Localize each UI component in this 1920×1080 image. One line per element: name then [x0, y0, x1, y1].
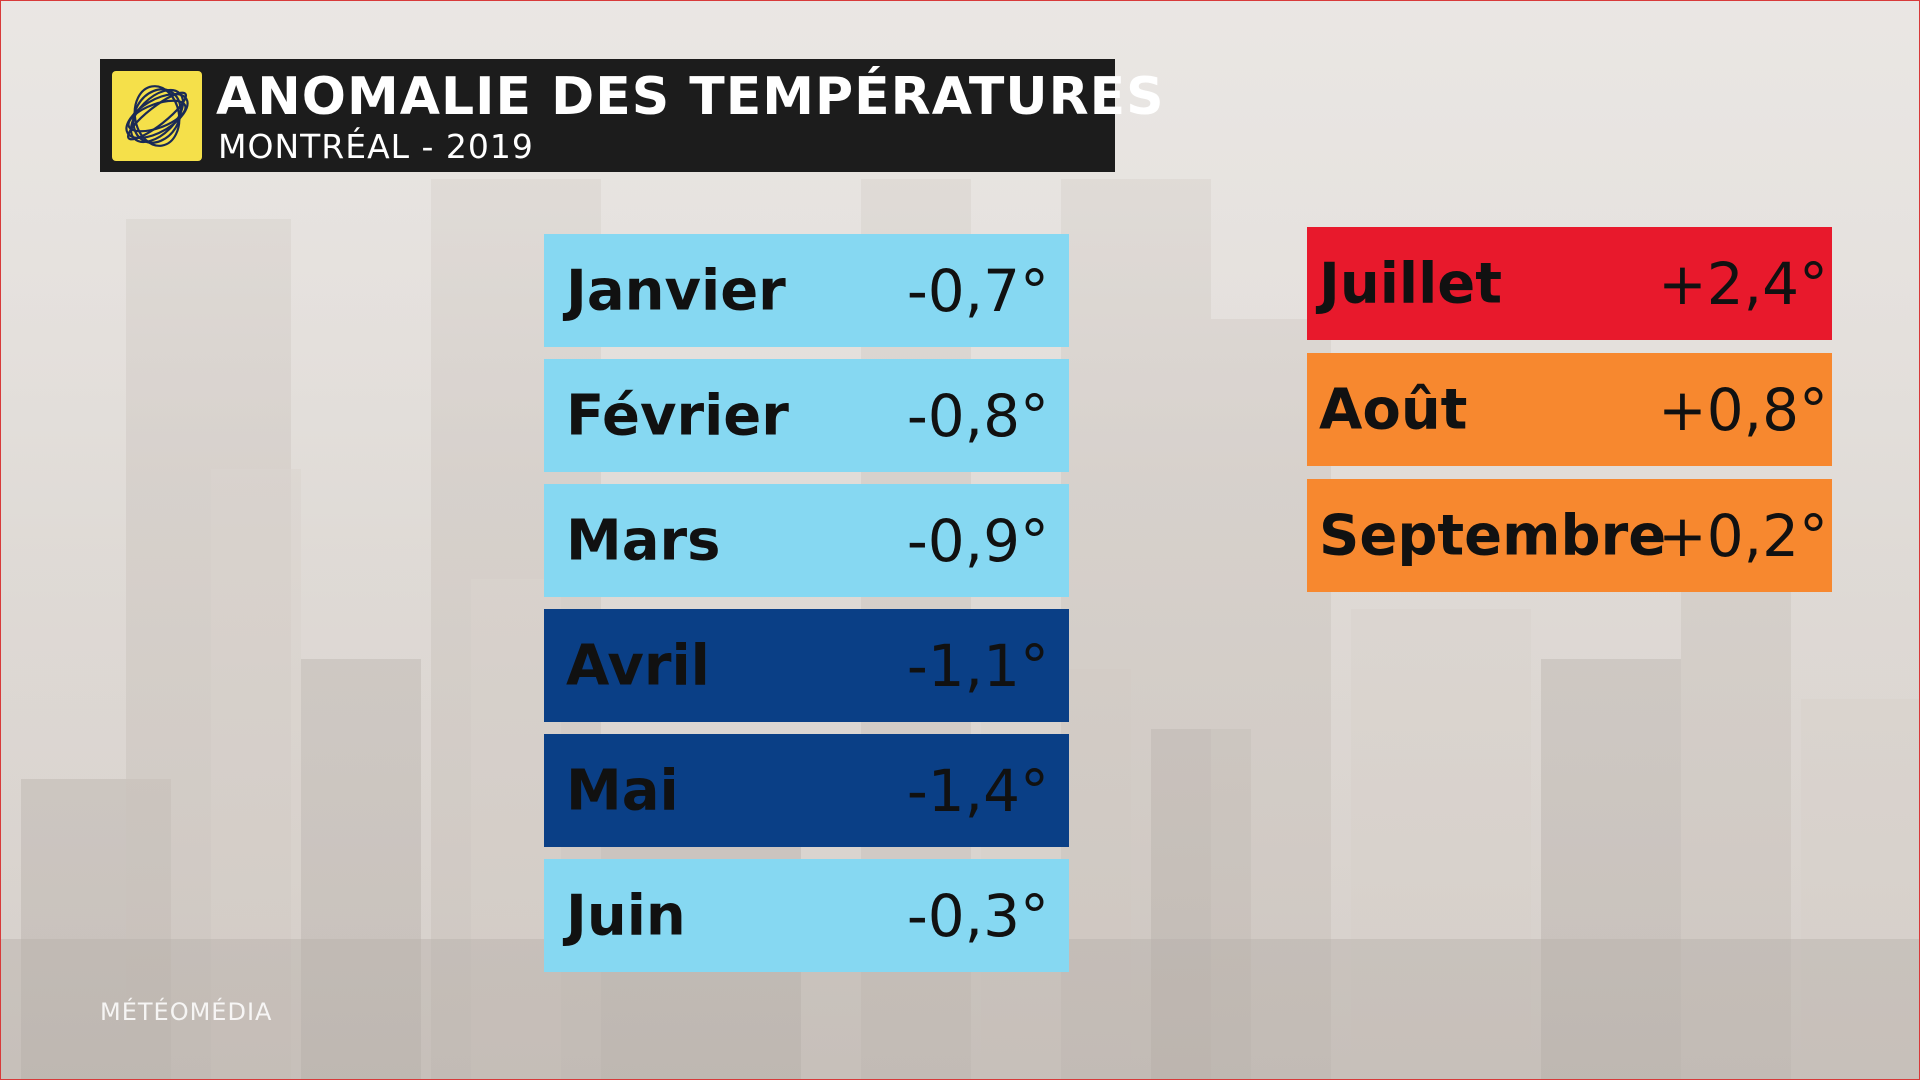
month-row: Août +0,8° [1307, 353, 1832, 466]
month-row: Septembre +0,2° [1307, 479, 1832, 592]
month-label: Avril [566, 633, 710, 698]
page-subtitle: MONTRÉAL - 2019 [218, 127, 534, 166]
month-row: Mars -0,9° [544, 484, 1069, 597]
title-banner: ANOMALIE DES TEMPÉRATURES MONTRÉAL - 201… [100, 59, 1164, 172]
temperature-anomaly-value: +0,2° [1658, 501, 1828, 570]
month-label: Juin [566, 883, 686, 948]
month-label: Mai [566, 758, 679, 823]
brand-watermark: MÉTÉOMÉDIA [100, 998, 273, 1026]
temperature-anomaly-value: +0,8° [1658, 375, 1828, 444]
month-row: Février -0,8° [544, 359, 1069, 472]
month-label: Août [1319, 377, 1468, 442]
month-row: Janvier -0,7° [544, 234, 1069, 347]
temperature-anomaly-value: -1,1° [906, 631, 1049, 700]
temperature-anomaly-value: +2,4° [1658, 249, 1828, 318]
month-row: Juin -0,3° [544, 859, 1069, 972]
month-row: Mai -1,4° [544, 734, 1069, 847]
temperature-anomaly-value: -0,7° [906, 256, 1049, 325]
month-label: Juillet [1319, 251, 1503, 316]
month-label: Mars [566, 508, 721, 573]
meteomedia-logo-icon [112, 71, 202, 161]
temperature-anomaly-value: -0,8° [906, 381, 1049, 450]
temperature-anomaly-value: -1,4° [906, 756, 1049, 825]
temperature-anomaly-value: -0,9° [906, 506, 1049, 575]
month-label: Février [566, 383, 789, 448]
months-list-left: Janvier -0,7° Février -0,8° Mars -0,9° Avril -1… [544, 234, 1069, 984]
month-label: Janvier [566, 258, 786, 323]
temperature-anomaly-value: -0,3° [906, 881, 1049, 950]
month-row: Avril -1,1° [544, 609, 1069, 722]
month-row: Juillet +2,4° [1307, 227, 1832, 340]
month-label: Septembre [1319, 503, 1667, 568]
months-list-right: Juillet +2,4° Août +0,8° Septembre +0,2° [1307, 227, 1832, 605]
page-title: ANOMALIE DES TEMPÉRATURES [216, 67, 1165, 127]
